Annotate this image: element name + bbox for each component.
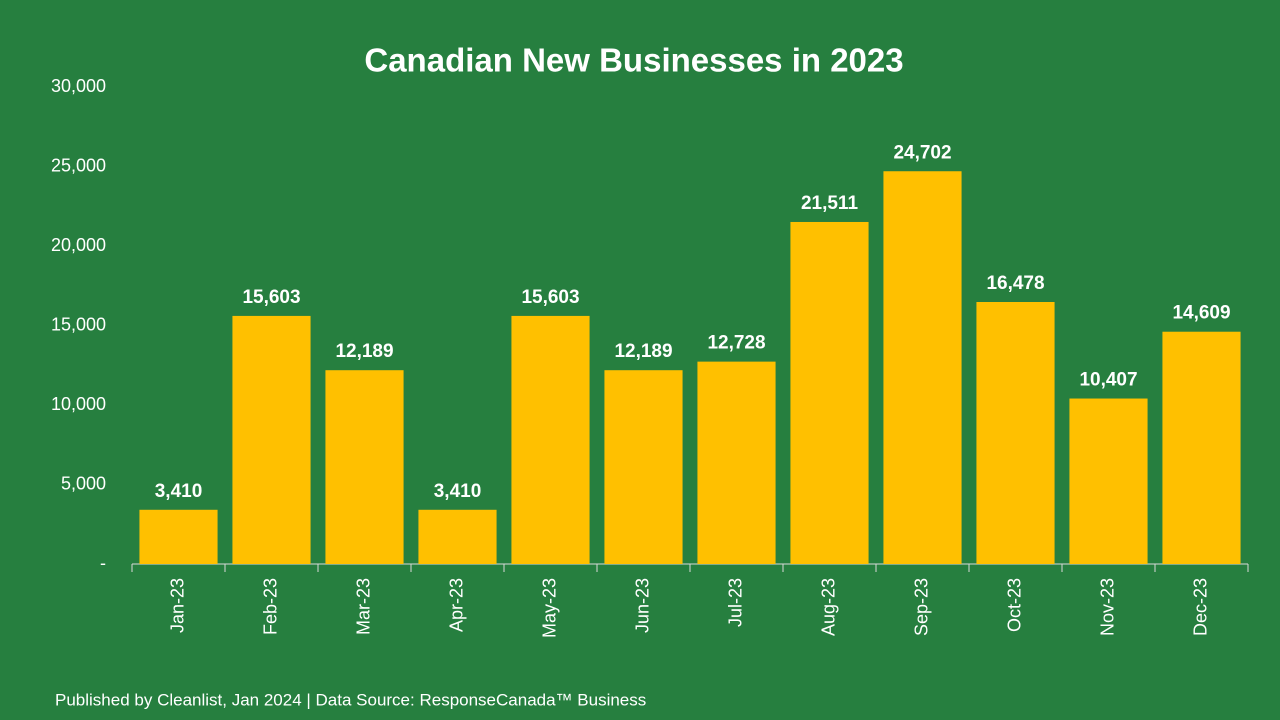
bar: [604, 370, 683, 564]
data-label: 21,511: [801, 193, 858, 214]
source-note: Published by Cleanlist, Jan 2024 | Data …: [55, 690, 646, 709]
bar: [790, 221, 869, 564]
data-label: 14,609: [1172, 303, 1230, 324]
data-label: 16,478: [986, 273, 1044, 294]
y-tick-label: 15,000: [51, 314, 106, 334]
x-tick-label: Aug-23: [818, 578, 838, 636]
bar: [976, 301, 1055, 564]
bar: [139, 509, 218, 564]
data-label: 24,702: [893, 142, 951, 163]
x-tick-label: Jan-23: [167, 578, 187, 633]
data-label: 12,728: [707, 333, 765, 354]
x-tick-label: Nov-23: [1097, 578, 1117, 636]
data-label: 15,603: [521, 287, 579, 308]
data-label: 3,410: [155, 481, 203, 502]
data-label: 3,410: [434, 481, 482, 502]
y-tick-label: -: [100, 553, 106, 573]
x-tick-label: Jun-23: [632, 578, 652, 633]
y-tick-label: 25,000: [51, 155, 106, 175]
y-tick-label: 30,000: [51, 76, 106, 96]
bar: [1162, 331, 1241, 564]
x-tick-label: Dec-23: [1190, 578, 1210, 636]
bar: [418, 509, 497, 564]
x-tick-label: Sep-23: [911, 578, 931, 636]
bar: [511, 315, 590, 564]
y-tick-label: 10,000: [51, 394, 106, 414]
bar: [883, 171, 962, 564]
y-tick-label: 20,000: [51, 235, 106, 255]
x-tick-label: Apr-23: [446, 578, 466, 632]
data-label: 15,603: [242, 287, 300, 308]
data-label: 12,189: [335, 341, 393, 362]
chart-title: Canadian New Businesses in 2023: [364, 42, 903, 79]
x-tick-label: Feb-23: [260, 578, 280, 635]
bar: [325, 370, 404, 564]
x-tick-label: Mar-23: [353, 578, 373, 635]
x-tick-label: Jul-23: [725, 578, 745, 627]
bar: [697, 361, 776, 564]
y-tick-label: 5,000: [61, 473, 106, 493]
x-tick-label: May-23: [539, 578, 559, 638]
bar: [1069, 398, 1148, 564]
data-label: 12,189: [614, 341, 672, 362]
data-label: 10,407: [1079, 370, 1137, 391]
bar: [232, 315, 311, 564]
x-tick-label: Oct-23: [1004, 578, 1024, 632]
